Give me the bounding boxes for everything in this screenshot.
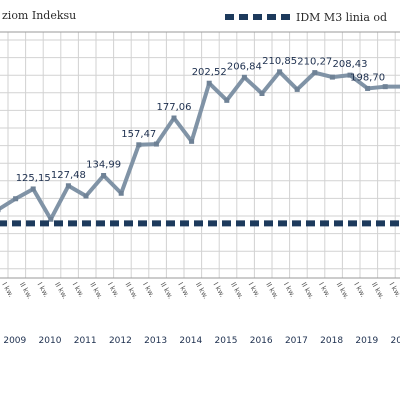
period-tick-label: I kw. xyxy=(35,281,50,299)
data-point xyxy=(206,80,212,86)
data-point xyxy=(153,141,159,147)
data-point xyxy=(365,85,371,91)
chart-legend: ziom Indeksu IDM M3 linia od xyxy=(2,9,387,24)
period-tick-label: I kw. xyxy=(0,281,15,299)
period-tick-label: II kw. xyxy=(229,281,245,300)
year-tick-label: 2013 xyxy=(144,336,167,346)
data-point xyxy=(0,207,1,213)
year-tick-label: 2014 xyxy=(179,336,202,346)
data-point xyxy=(30,186,36,192)
period-tick-label: I kw. xyxy=(317,281,332,299)
legend-label-index: ziom Indeksu xyxy=(2,9,76,22)
period-tick-label: I kw. xyxy=(106,281,121,299)
year-tick-label: 2012 xyxy=(109,336,132,346)
period-tick-label: I kw. xyxy=(71,281,86,299)
data-label: 127,48 xyxy=(51,170,86,181)
year-tick-label: 2010 xyxy=(39,336,62,346)
period-tick-label: II kw. xyxy=(370,281,386,300)
year-tick-label: 2019 xyxy=(355,336,378,346)
period-tick-label: II kw. xyxy=(194,281,210,300)
data-point xyxy=(136,142,142,148)
period-tick-label: II kw. xyxy=(123,281,139,300)
data-label: 210,27 xyxy=(297,57,332,68)
data-label: 210,85 xyxy=(262,56,297,67)
year-tick-label: 2017 xyxy=(285,336,308,346)
data-point xyxy=(329,74,335,80)
data-point xyxy=(277,69,283,75)
chart-grid xyxy=(0,31,400,279)
data-point xyxy=(118,190,124,196)
data-point xyxy=(347,72,353,78)
period-tick-label: I kw. xyxy=(176,281,191,299)
data-label: 198,70 xyxy=(350,72,385,83)
year-tick-label: 2016 xyxy=(250,336,273,346)
period-tick-label: II kw. xyxy=(159,281,175,300)
data-label: 157,47 xyxy=(121,129,156,140)
data-point xyxy=(312,70,318,76)
period-tick-label: I kw. xyxy=(387,281,400,299)
data-point xyxy=(259,91,265,96)
data-point xyxy=(241,74,247,80)
data-point xyxy=(83,193,89,199)
data-point xyxy=(294,86,300,92)
data-point xyxy=(65,183,71,189)
data-point xyxy=(189,138,195,144)
series-line-index xyxy=(0,69,400,222)
data-label: 134,99 xyxy=(86,160,121,171)
data-label: 125,15 xyxy=(16,173,51,184)
data-label: 208,43 xyxy=(333,59,368,70)
year-tick-label: 2011 xyxy=(74,336,97,346)
year-tick-label: 2020 xyxy=(391,336,400,346)
legend-label-idm-m3: IDM M3 linia od xyxy=(296,11,387,24)
data-point xyxy=(101,173,107,179)
period-tick-label: II kw. xyxy=(88,281,104,300)
period-tick-label: II kw. xyxy=(53,281,69,300)
data-label: 206,84 xyxy=(227,61,262,72)
data-label: 202,52 xyxy=(192,67,227,78)
period-tick-label: I kw. xyxy=(211,281,226,299)
data-point xyxy=(224,97,230,103)
period-tick-label: I kw. xyxy=(141,281,156,299)
year-tick-label: 2018 xyxy=(320,336,343,346)
data-point xyxy=(13,196,19,202)
series-lines xyxy=(0,69,400,227)
year-tick-label: 2015 xyxy=(215,336,238,346)
period-tick-label: I kw. xyxy=(282,281,297,299)
data-label: 177,06 xyxy=(157,102,192,113)
data-point xyxy=(48,216,54,222)
period-tick-label: II kw. xyxy=(18,281,34,300)
year-tick-label: 2009 xyxy=(3,336,26,346)
period-tick-label: II kw. xyxy=(299,281,315,300)
x-axis: I kw. II kw. I kw. II kw. I kw. II kw. I kw. II… xyxy=(0,281,400,346)
period-tick-label: II kw. xyxy=(264,281,280,300)
data-point xyxy=(171,115,177,121)
period-tick-label: II kw. xyxy=(335,281,351,300)
data-point xyxy=(382,84,388,90)
period-tick-label: I kw. xyxy=(247,281,262,299)
period-tick-label: I kw. xyxy=(352,281,367,299)
